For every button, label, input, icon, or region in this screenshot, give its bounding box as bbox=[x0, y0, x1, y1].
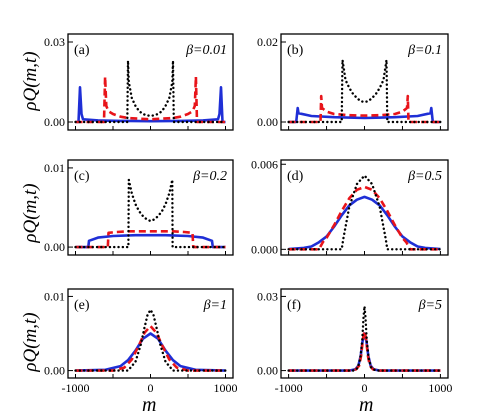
y-tick-label: 0.000 bbox=[251, 242, 278, 256]
x-tick-label: 1000 bbox=[214, 381, 238, 395]
beta-label: β=0.5 bbox=[407, 169, 442, 184]
plot-area bbox=[74, 308, 227, 372]
plot-area bbox=[74, 59, 227, 124]
y-tick-label: 0.01 bbox=[44, 161, 65, 175]
plot-area bbox=[287, 174, 442, 251]
x-axis-label-left: m bbox=[142, 394, 157, 416]
y-tick-label: 0.01 bbox=[44, 289, 65, 303]
panel-b: 0.00 0.02 (b) β=0.1 bbox=[257, 33, 449, 131]
panel-label: (c) bbox=[74, 169, 90, 184]
panel-d: 0.000 0.006 (d) β=0.5 bbox=[251, 157, 449, 256]
series-dotted-line bbox=[287, 58, 442, 124]
y-axis-label-bottom: ρQ(m,t) bbox=[20, 312, 41, 372]
x-tick-label: -1000 bbox=[275, 381, 303, 395]
series-dashed-line bbox=[288, 94, 441, 124]
beta-label: β=0.2 bbox=[192, 169, 227, 184]
panel-e: 0.00 0.01 -1000 0 1000 (e) β=1 bbox=[44, 288, 238, 395]
series-solid-line bbox=[75, 86, 226, 124]
series-dashed-line bbox=[75, 75, 226, 124]
series-dotted-line bbox=[287, 305, 442, 372]
beta-label: β=0.1 bbox=[407, 43, 442, 58]
plot-area bbox=[287, 58, 442, 124]
series-dotted-line bbox=[74, 59, 227, 124]
panel-c: 0.00 0.01 (c) β=0.2 bbox=[44, 159, 234, 256]
panel-label: (a) bbox=[74, 43, 90, 58]
x-tick-label: 1000 bbox=[428, 381, 452, 395]
plot-area bbox=[287, 305, 442, 372]
series-solid-line bbox=[288, 195, 441, 251]
y-tick-label: 0.00 bbox=[44, 364, 65, 378]
panel-label: (e) bbox=[74, 298, 90, 313]
x-tick-label: 0 bbox=[148, 381, 154, 395]
y-tick-label: 0.02 bbox=[257, 35, 278, 49]
series-dashed-line bbox=[288, 185, 441, 251]
y-tick-label: 0.03 bbox=[257, 289, 278, 303]
beta-label: β=0.01 bbox=[185, 43, 227, 58]
series-solid-line bbox=[75, 332, 226, 372]
y-tick-label: 0.00 bbox=[44, 115, 65, 129]
x-axis-label-right: m bbox=[359, 394, 374, 416]
x-tick-label: -1000 bbox=[62, 381, 90, 395]
y-axis-label-middle: ρQ(m,t) bbox=[20, 183, 41, 243]
y-tick-label: 0.00 bbox=[257, 115, 278, 129]
beta-label: β=1 bbox=[203, 298, 227, 313]
y-tick-label: 0.00 bbox=[44, 240, 65, 254]
plot-area bbox=[74, 178, 227, 249]
x-tick-label: 0 bbox=[362, 381, 368, 395]
series-dashed-line bbox=[75, 324, 226, 372]
series-dashed-line bbox=[288, 329, 441, 372]
y-tick-label: 0.03 bbox=[44, 35, 65, 49]
panel-a: 0.00 0.03 (a) β=0.01 bbox=[44, 33, 234, 131]
series-dotted-line bbox=[74, 308, 227, 372]
series-dashed-line bbox=[75, 230, 226, 249]
series-dotted-line bbox=[287, 174, 442, 251]
beta-label: β=5 bbox=[418, 298, 442, 313]
series-solid-line bbox=[75, 233, 226, 249]
panel-label: (d) bbox=[287, 169, 304, 184]
series-solid-line bbox=[288, 332, 441, 372]
panel-label: (f) bbox=[287, 298, 301, 313]
y-tick-label: 0.00 bbox=[257, 364, 278, 378]
series-dotted-line bbox=[74, 178, 227, 249]
y-tick-label: 0.006 bbox=[251, 157, 278, 171]
series-solid-line bbox=[288, 106, 441, 124]
panel-f: 0.00 0.03 -1000 0 1000 (f) β=5 bbox=[257, 288, 452, 395]
y-axis-label-top: ρQ(m,t) bbox=[20, 51, 41, 111]
panel-label: (b) bbox=[287, 43, 304, 58]
